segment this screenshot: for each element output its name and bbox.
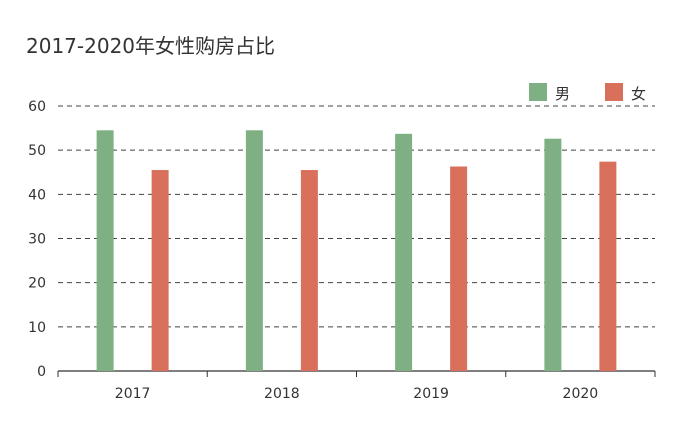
y-tick-label: 10 — [28, 320, 46, 336]
legend-label: 男 — [555, 85, 570, 103]
y-tick-label: 60 — [28, 99, 46, 115]
bar-2020-s0 — [544, 138, 562, 371]
y-tick-label: 0 — [37, 364, 46, 380]
bar-2019-s0 — [395, 133, 413, 371]
legend-label: 女 — [631, 85, 646, 103]
y-tick-label: 30 — [28, 232, 46, 248]
bar-2017-s1 — [151, 170, 169, 371]
x-tick-label: 2020 — [563, 386, 599, 402]
y-tick-label: 50 — [28, 143, 46, 159]
chart-title: 2017-2020年女性购房占比 — [26, 34, 276, 58]
x-tick-label: 2019 — [413, 386, 449, 402]
y-tick-label: 20 — [28, 276, 46, 292]
bars — [96, 130, 617, 371]
bar-2017-s0 — [96, 130, 114, 371]
bar-2018-s1 — [300, 170, 318, 371]
bar-2020-s1 — [599, 161, 617, 371]
bar-2019-s1 — [450, 166, 468, 371]
bar-2018-s0 — [245, 130, 263, 371]
legend: 男女 — [529, 83, 646, 103]
x-tick-label: 2018 — [264, 386, 300, 402]
legend-swatch — [605, 83, 623, 101]
legend-swatch — [529, 83, 547, 101]
x-tick-label: 2017 — [115, 386, 151, 402]
y-tick-label: 40 — [28, 187, 46, 203]
grid-lines — [58, 105, 655, 328]
